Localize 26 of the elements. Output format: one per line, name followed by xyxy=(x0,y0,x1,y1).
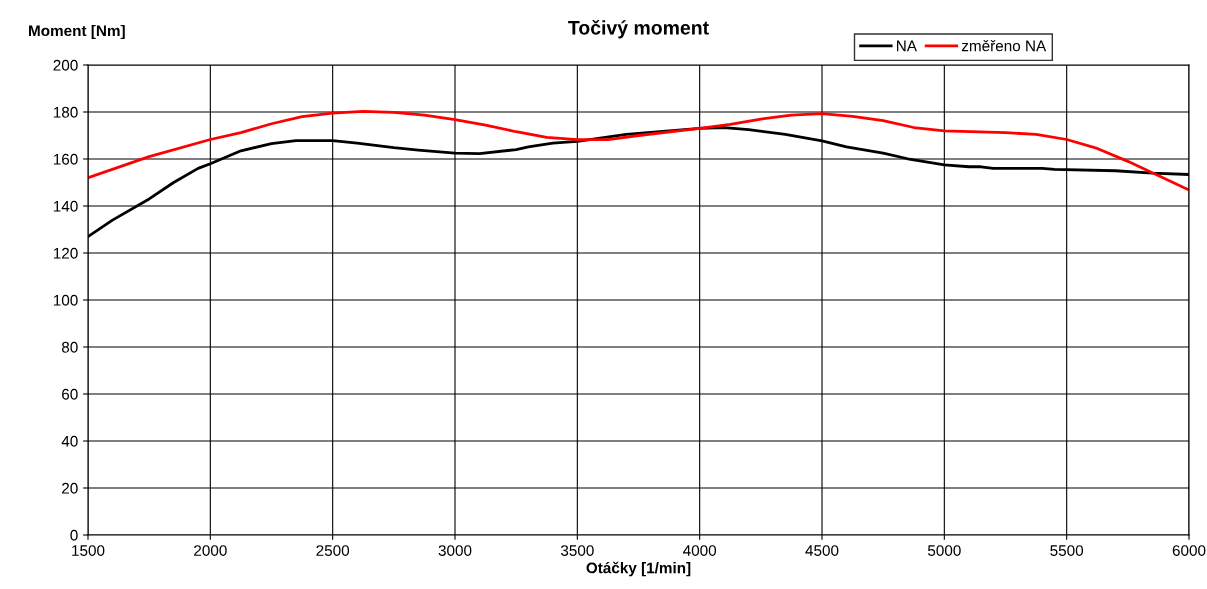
y-tick-label: 20 xyxy=(62,482,78,494)
y-tick-label: 200 xyxy=(53,59,78,71)
legend-label: změřeno NA xyxy=(961,40,1047,52)
y-tick-label: 120 xyxy=(53,247,78,259)
x-tick-label: 4000 xyxy=(683,545,717,556)
y-tick-label: 180 xyxy=(53,106,78,118)
chart-title: Točivý moment xyxy=(568,19,709,39)
x-tick-label: 4500 xyxy=(805,545,839,556)
x-tick-label: 3500 xyxy=(560,545,594,556)
y-axis-title: Moment [Nm] xyxy=(29,24,125,40)
y-tick-label: 100 xyxy=(53,294,78,306)
x-tick-label: 5500 xyxy=(1050,545,1084,556)
x-tick-label: 2000 xyxy=(194,545,227,556)
x-tick-label: 6000 xyxy=(1172,545,1206,556)
x-tick-label: 2500 xyxy=(316,545,350,556)
x-tick-label: 5000 xyxy=(927,545,961,556)
x-tick-label: 3000 xyxy=(438,545,472,556)
y-tick-label: 40 xyxy=(61,435,78,447)
y-tick-label: 0 xyxy=(70,529,78,541)
y-tick-label: 60 xyxy=(62,388,78,400)
legend-label: NA xyxy=(897,40,917,52)
x-axis-title: Otáčky [1/min] xyxy=(586,561,691,577)
y-tick-label: 160 xyxy=(53,153,78,165)
x-tick-label: 1500 xyxy=(72,545,105,556)
y-tick-label: 140 xyxy=(53,200,78,212)
y-tick-label: 80 xyxy=(61,341,78,353)
